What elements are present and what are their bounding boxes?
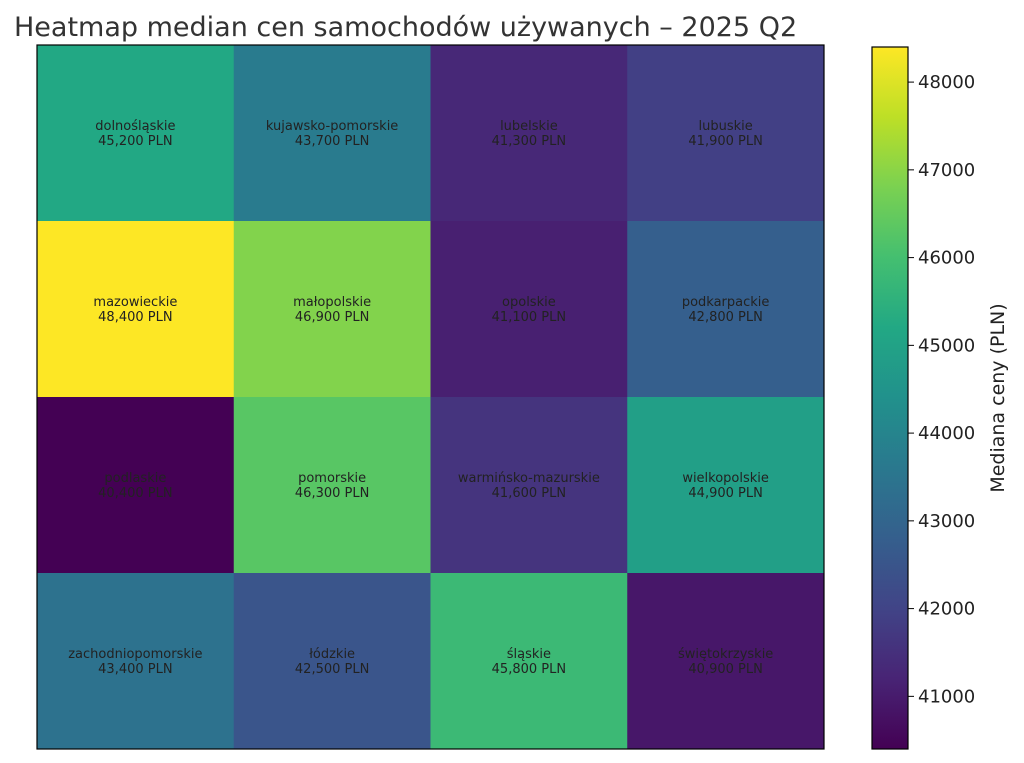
cell-value-label: 42,800 PLN: [688, 310, 762, 325]
heatmap-cell: [37, 397, 235, 574]
cell-region-label: warmińsko-mazurskie: [458, 471, 600, 486]
cell-region-label: kujawsko-pomorskie: [266, 119, 398, 134]
heatmap-cell: [430, 573, 628, 750]
colorbar-tick-label: 41000: [918, 686, 975, 707]
colorbar-tick-label: 48000: [918, 72, 975, 93]
cell-region-label: wielkopolskie: [682, 471, 769, 486]
colorbar-tick-label: 42000: [918, 599, 975, 620]
cell-value-label: 43,400 PLN: [98, 662, 172, 677]
cell-region-label: świętokrzyskie: [678, 647, 773, 662]
heatmap-cell: [430, 221, 628, 398]
cell-value-label: 41,900 PLN: [688, 134, 762, 149]
cell-value-label: 41,100 PLN: [492, 310, 566, 325]
colorbar-tick-label: 43000: [918, 511, 975, 532]
cell-value-label: 40,400 PLN: [98, 486, 172, 501]
heatmap-cell: [37, 45, 235, 222]
heatmap-cell: [627, 573, 825, 750]
heatmap-cell: [37, 573, 235, 750]
heatmap-cell: [430, 397, 628, 574]
cell-value-label: 46,300 PLN: [295, 486, 369, 501]
cell-value-label: 45,200 PLN: [98, 134, 172, 149]
colorbar-ticks: 41000 42000 43000 44000 45000 46000 47000 48000: [908, 72, 975, 707]
heatmap-cell: [37, 221, 235, 398]
cell-region-label: łódzkie: [309, 647, 355, 662]
chart-title: Heatmap median cen samochodów używanych …: [14, 12, 797, 43]
cell-region-label: zachodniopomorskie: [68, 647, 202, 662]
cell-value-label: 42,500 PLN: [295, 662, 369, 677]
cell-region-label: lubelskie: [500, 119, 558, 134]
colorbar: 41000 42000 43000 44000 45000 46000 47000 48000…: [871, 46, 1009, 750]
heatmap-cell: [627, 397, 825, 574]
colorbar-gradient: [871, 46, 909, 750]
cell-region-label: mazowieckie: [93, 295, 177, 310]
cell-value-label: 41,300 PLN: [492, 134, 566, 149]
colorbar-tick-label: 47000: [918, 160, 975, 181]
cell-region-label: pomorskie: [298, 471, 366, 486]
heatmap-cell: [233, 221, 431, 398]
heatmap-cell: [233, 397, 431, 574]
cell-region-label: małopolskie: [293, 295, 371, 310]
cell-value-label: 41,600 PLN: [492, 486, 566, 501]
plot-frame: [36, 44, 825, 750]
heatmap-cell: [430, 45, 628, 222]
cell-value-label: 46,900 PLN: [295, 310, 369, 325]
heatmap-cell: [627, 221, 825, 398]
cell-region-label: podlaskie: [104, 471, 166, 486]
colorbar-label: Mediana ceny (PLN): [987, 303, 1009, 492]
cell-value-label: 44,900 PLN: [688, 486, 762, 501]
colorbar-tick-label: 45000: [918, 335, 975, 356]
cell-value-label: 43,700 PLN: [295, 134, 369, 149]
cell-region-label: śląskie: [507, 647, 551, 662]
heatmap-cell: [233, 45, 431, 222]
cell-value-label: 48,400 PLN: [98, 310, 172, 325]
cell-region-label: opolskie: [502, 295, 556, 310]
cell-value-label: 40,900 PLN: [688, 662, 762, 677]
cell-value-label: 45,800 PLN: [492, 662, 566, 677]
heatmap-cell: [627, 45, 825, 222]
cell-region-label: dolnośląskie: [95, 119, 175, 134]
cell-region-label: lubuskie: [698, 119, 752, 134]
heatmap-cell: [233, 573, 431, 750]
cell-region-label: podkarpackie: [682, 295, 770, 310]
colorbar-tick-label: 46000: [918, 248, 975, 269]
colorbar-tick-label: 44000: [918, 423, 975, 444]
